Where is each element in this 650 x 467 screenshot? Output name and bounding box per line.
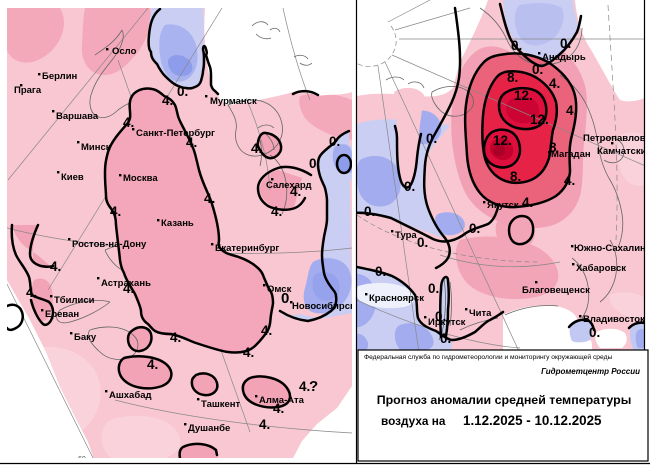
svg-text:60: 60 [78, 456, 86, 463]
svg-text:Благовещенск: Благовещенск [522, 285, 590, 296]
svg-text:4.: 4. [26, 285, 37, 300]
svg-text:Якутск: Якутск [487, 200, 519, 211]
svg-text:Петропавловск: Петропавловск [583, 133, 650, 144]
svg-text:Алма-Ата: Алма-Ата [259, 395, 305, 406]
svg-text:4.: 4. [110, 204, 121, 219]
svg-text:4.: 4. [290, 184, 301, 199]
svg-text:4.: 4. [243, 345, 254, 360]
svg-text:?: ? [309, 378, 318, 395]
svg-text:Казань: Казань [161, 218, 194, 229]
svg-text:0.: 0. [440, 331, 451, 346]
svg-text:4.: 4. [123, 281, 134, 296]
svg-text:4.: 4. [564, 173, 575, 188]
svg-text:Тбилиси: Тбилиси [54, 295, 95, 306]
svg-text:Осло: Осло [112, 46, 137, 57]
svg-text:Анадырь: Анадырь [542, 52, 586, 63]
svg-text:0.: 0. [404, 179, 415, 194]
svg-text:Новосибирск: Новосибирск [292, 301, 355, 312]
svg-text:Магадан: Магадан [551, 149, 591, 160]
svg-text:0.: 0. [426, 131, 437, 146]
svg-text:12.: 12. [493, 133, 512, 148]
svg-text:0.: 0. [589, 325, 600, 340]
svg-text:Ростов-на-Дону: Ростов-на-Дону [72, 239, 147, 250]
svg-text:0.: 0. [435, 309, 446, 324]
svg-text:Екатеринбург: Екатеринбург [215, 243, 279, 254]
svg-text:Варшава: Варшава [56, 111, 99, 122]
svg-text:4.: 4. [50, 259, 61, 274]
svg-text:Южно-Сахалинск: Южно-Сахалинск [574, 243, 650, 254]
svg-text:4.: 4. [299, 379, 310, 394]
svg-text:4.: 4. [566, 103, 577, 118]
svg-text:Киев: Киев [61, 172, 84, 183]
svg-text:4.: 4. [522, 195, 533, 210]
svg-text:0.: 0. [329, 134, 340, 149]
svg-text:Мурманск: Мурманск [210, 96, 257, 107]
svg-text:4.: 4. [204, 191, 215, 206]
svg-text:4.: 4. [259, 417, 270, 432]
svg-text:8: 8 [549, 140, 557, 155]
svg-text:Тура: Тура [395, 230, 417, 241]
svg-text:0.: 0. [309, 156, 320, 171]
svg-text:Прага: Прага [14, 85, 42, 96]
svg-text:Астрахань: Астрахань [101, 278, 151, 289]
svg-text:0.: 0. [177, 84, 188, 99]
svg-text:0.: 0. [532, 62, 543, 77]
svg-text:0.: 0. [375, 264, 386, 279]
svg-text:4.: 4. [162, 93, 173, 108]
svg-text:0: 0 [281, 290, 289, 307]
svg-text:12.: 12. [530, 112, 549, 127]
svg-text:4.: 4. [147, 357, 158, 372]
svg-text:4.: 4. [271, 204, 282, 219]
svg-text:0.: 0. [417, 235, 428, 250]
svg-text:Гидрометцентр России: Гидрометцентр России [541, 367, 640, 376]
svg-text:4.: 4. [186, 135, 197, 150]
svg-text:0.: 0. [428, 281, 439, 296]
svg-text:4.: 4. [549, 76, 560, 91]
svg-text:Салехард: Салехард [266, 180, 312, 191]
svg-text:Берлин: Берлин [42, 71, 78, 82]
svg-text:4.: 4. [170, 330, 181, 345]
svg-text:4.: 4. [251, 141, 262, 156]
svg-text:Баку: Баку [74, 332, 97, 343]
svg-text:12.: 12. [514, 88, 533, 103]
svg-text:Ереван: Ереван [45, 309, 79, 320]
svg-text:Хабаровск: Хабаровск [576, 263, 626, 274]
svg-text:Камчатский: Камчатский [597, 146, 650, 157]
svg-text:Санкт-Петербург: Санкт-Петербург [136, 128, 215, 139]
svg-text:Минск: Минск [81, 142, 111, 153]
svg-text:Ташкент: Ташкент [201, 399, 241, 410]
svg-text:0.: 0. [511, 38, 522, 53]
svg-text:0.: 0. [560, 36, 571, 51]
svg-text:0.: 0. [364, 204, 375, 219]
svg-text:0.: 0. [469, 221, 480, 236]
svg-text:Душанбе: Душанбе [188, 423, 230, 434]
svg-text:Федеральная служба по гидромет: Федеральная служба по гидрометеорологии … [364, 353, 612, 361]
svg-text:Омск: Омск [267, 284, 292, 295]
svg-text:Прогноз аномалии средней темпе: Прогноз аномалии средней температуры [377, 393, 632, 407]
svg-text:Москва: Москва [123, 173, 158, 184]
svg-text:4.: 4. [261, 323, 272, 338]
svg-text:4.: 4. [273, 401, 284, 416]
svg-text:8.: 8. [510, 169, 521, 184]
svg-text:4.: 4. [123, 115, 134, 130]
svg-text:1.12.2025 - 10.12.2025: 1.12.2025 - 10.12.2025 [463, 413, 602, 428]
svg-text:воздуха на: воздуха на [381, 414, 446, 428]
svg-text:Владивосток: Владивосток [583, 314, 645, 325]
svg-text:Чита: Чита [469, 308, 492, 319]
svg-text:Красноярск: Красноярск [369, 293, 424, 304]
svg-text:Ашхабад: Ашхабад [109, 390, 152, 401]
svg-text:Иркутск: Иркутск [428, 317, 466, 328]
svg-text:8.: 8. [507, 70, 518, 85]
